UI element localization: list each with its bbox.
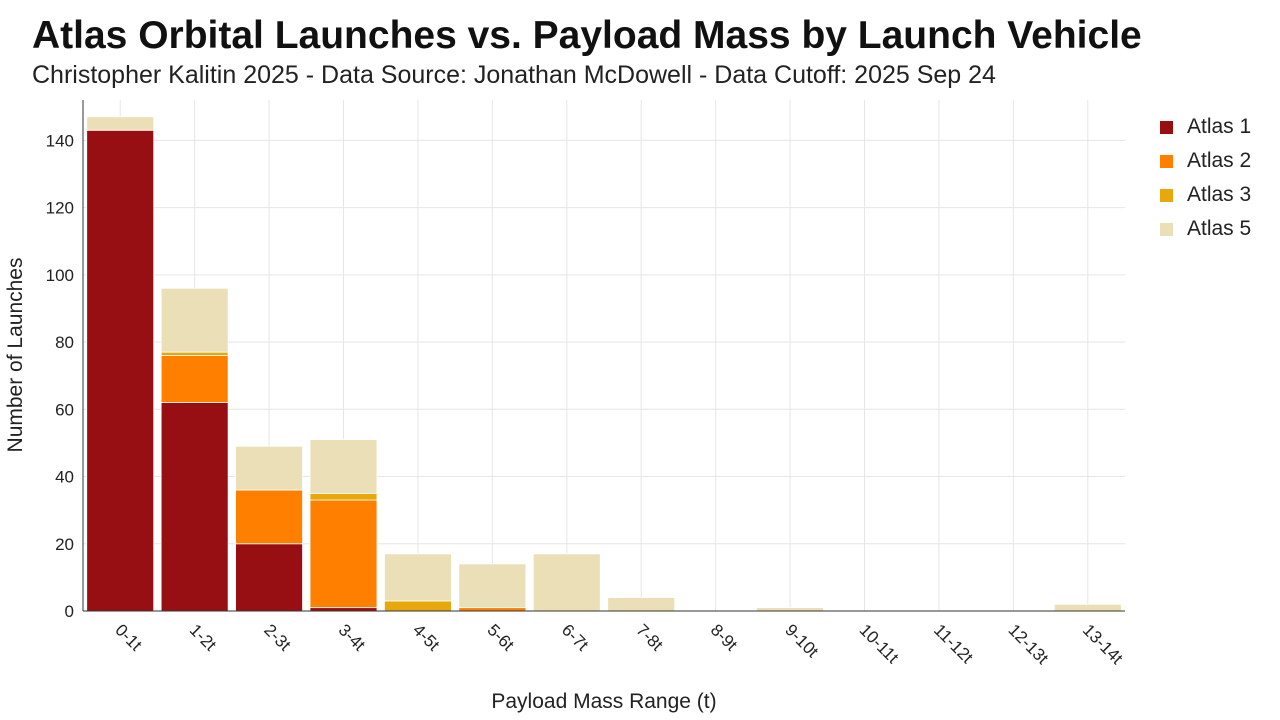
bar-segment-atlas-1-2-3t — [235, 543, 303, 612]
legend-label: Atlas 1 — [1187, 115, 1252, 138]
x-tick-label: 11-12t — [930, 620, 977, 667]
bar-segment-atlas-5-9-10t — [756, 607, 824, 612]
x-axis-label: Payload Mass Range (t) — [491, 690, 716, 713]
bar-segment-atlas-2-5-6t — [458, 607, 527, 612]
legend-label: Atlas 5 — [1187, 217, 1252, 240]
legend-label: Atlas 2 — [1187, 149, 1252, 172]
legend-label: Atlas 3 — [1187, 183, 1252, 206]
bar-segment-atlas-5-4-5t — [384, 553, 452, 602]
bar-segment-atlas-2-3-4t — [309, 499, 378, 609]
x-tick-label: 10-11t — [856, 620, 903, 667]
x-tick-label: 1-2t — [186, 620, 220, 654]
y-tick-label: 20 — [55, 535, 74, 554]
x-tick-label: 5-6t — [484, 620, 518, 654]
x-tick-label: 12-13t — [1005, 620, 1053, 668]
x-tick-label: 6-7t — [558, 620, 592, 654]
bar-segment-atlas-1-1-2t — [160, 402, 229, 612]
y-tick-label: 40 — [55, 468, 74, 487]
legend: Atlas 1 Atlas 2 Atlas 3 Atlas 5 — [1160, 110, 1251, 246]
bar-segment-atlas-5-3-4t — [309, 439, 378, 494]
x-tick-label: 9-10t — [781, 620, 822, 661]
bar-segment-atlas-5-2-3t — [235, 445, 303, 491]
bar-segment-atlas-5-6-7t — [532, 553, 601, 612]
x-tick-label: 0-1t — [111, 620, 145, 654]
y-tick-label: 140 — [46, 131, 74, 150]
bar-segment-atlas-5-1-2t — [160, 287, 229, 353]
legend-swatch — [1160, 120, 1173, 134]
y-tick-label: 80 — [55, 333, 74, 352]
bar-segment-atlas-5-13-14t — [1053, 603, 1122, 612]
bar-segment-atlas-3-1-2t — [160, 351, 229, 356]
x-tick-label: 4-5t — [409, 620, 443, 654]
bar-segment-atlas-1-3-4t — [309, 607, 378, 612]
x-tick-label: 13-14t — [1079, 620, 1127, 668]
legend-item-atlas-1[interactable]: Atlas 1 — [1160, 110, 1251, 144]
y-tick-label: 120 — [46, 199, 74, 218]
legend-swatch — [1160, 154, 1173, 168]
legend-item-atlas-3[interactable]: Atlas 3 — [1160, 178, 1251, 212]
y-axis-label: Number of Launches — [4, 258, 27, 453]
legend-item-atlas-5[interactable]: Atlas 5 — [1160, 212, 1251, 246]
y-tick-label: 100 — [46, 266, 74, 285]
bar-segment-atlas-5-0-1t — [86, 116, 155, 131]
bars — [86, 116, 1122, 612]
legend-item-atlas-2[interactable]: Atlas 2 — [1160, 144, 1251, 178]
bar-segment-atlas-5-7-8t — [607, 597, 676, 612]
axes — [82, 100, 1125, 612]
bar-segment-atlas-1-0-1t — [86, 129, 155, 612]
bar-segment-atlas-3-4-5t — [384, 600, 452, 612]
bar-segment-atlas-2-1-2t — [160, 355, 229, 403]
legend-swatch — [1160, 222, 1173, 236]
chart-subtitle: Christopher Kalitin 2025 - Data Source: … — [32, 61, 996, 89]
y-tick-label: 60 — [55, 400, 74, 419]
y-tick-label: 0 — [65, 602, 74, 621]
bar-segment-atlas-5-5-6t — [458, 563, 527, 609]
x-tick-label: 7-8t — [632, 620, 666, 654]
x-tick-label: 3-4t — [335, 620, 369, 654]
chart-title: Atlas Orbital Launches vs. Payload Mass … — [32, 14, 1142, 57]
x-tick-label: 8-9t — [707, 620, 741, 654]
legend-swatch — [1160, 188, 1173, 202]
bar-segment-atlas-2-2-3t — [235, 489, 303, 545]
x-tick-label: 2-3t — [260, 620, 294, 654]
bar-segment-atlas-3-3-4t — [309, 492, 378, 501]
